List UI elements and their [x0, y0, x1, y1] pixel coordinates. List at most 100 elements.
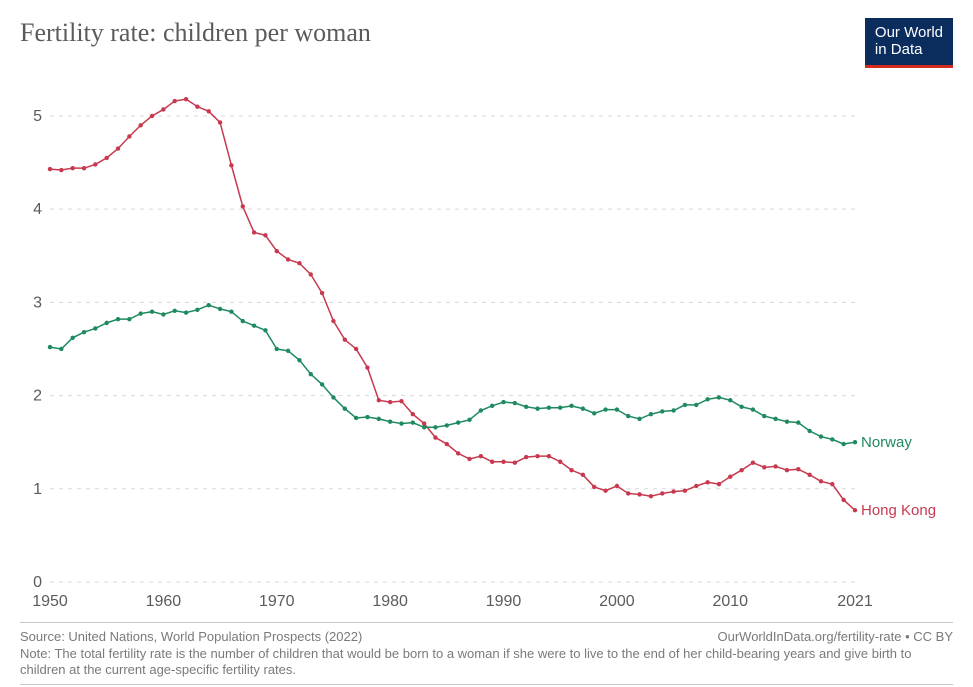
- data-point: [70, 165, 74, 169]
- data-point: [705, 480, 709, 484]
- data-point: [807, 428, 811, 432]
- data-point: [343, 337, 347, 341]
- x-tick-label: 2000: [599, 593, 635, 610]
- data-point: [365, 414, 369, 418]
- data-point: [309, 272, 313, 276]
- data-point: [853, 508, 857, 512]
- data-point: [399, 421, 403, 425]
- data-point: [377, 398, 381, 402]
- logo-line1: Our World: [875, 24, 943, 41]
- data-point: [411, 420, 415, 424]
- series-label: Norway: [861, 434, 912, 451]
- data-point: [762, 413, 766, 417]
- data-point: [286, 348, 290, 352]
- data-point: [297, 357, 301, 361]
- data-point: [207, 109, 211, 113]
- data-point: [637, 492, 641, 496]
- data-point: [445, 441, 449, 445]
- data-point: [320, 290, 324, 294]
- data-point: [683, 488, 687, 492]
- data-point: [343, 406, 347, 410]
- data-point: [762, 465, 766, 469]
- data-point: [207, 302, 211, 306]
- data-point: [479, 408, 483, 412]
- y-tick-label: 1: [33, 480, 42, 497]
- data-point: [524, 454, 528, 458]
- data-point: [615, 407, 619, 411]
- data-point: [683, 402, 687, 406]
- data-point: [671, 489, 675, 493]
- data-point: [173, 98, 177, 102]
- data-point: [286, 257, 290, 261]
- data-point: [558, 459, 562, 463]
- data-point: [229, 309, 233, 313]
- data-point: [467, 417, 471, 421]
- data-point: [592, 484, 596, 488]
- data-point: [490, 459, 494, 463]
- data-point: [705, 397, 709, 401]
- data-point: [218, 306, 222, 310]
- data-point: [127, 316, 131, 320]
- data-point: [547, 405, 551, 409]
- data-point: [637, 416, 641, 420]
- data-point: [739, 404, 743, 408]
- owid-logo: Our World in Data: [865, 18, 953, 68]
- data-point: [48, 166, 52, 170]
- data-point: [456, 420, 460, 424]
- data-point: [603, 407, 607, 411]
- data-point: [116, 146, 120, 150]
- data-point: [717, 481, 721, 485]
- data-point: [161, 312, 165, 316]
- data-point: [218, 120, 222, 124]
- data-point: [479, 453, 483, 457]
- data-point: [275, 346, 279, 350]
- data-point: [547, 453, 551, 457]
- data-point: [433, 435, 437, 439]
- data-point: [229, 163, 233, 167]
- data-point: [104, 155, 108, 159]
- data-point: [252, 323, 256, 327]
- y-tick-label: 2: [33, 387, 42, 404]
- data-point: [785, 467, 789, 471]
- chart-area: 01234519501960197019801990200020102021Ho…: [20, 76, 953, 616]
- data-point: [388, 399, 392, 403]
- data-point: [513, 400, 517, 404]
- data-point: [751, 460, 755, 464]
- data-point: [93, 326, 97, 330]
- data-point: [558, 405, 562, 409]
- data-point: [104, 320, 108, 324]
- series-line: [50, 305, 855, 444]
- data-point: [671, 408, 675, 412]
- data-point: [456, 451, 460, 455]
- data-point: [569, 403, 573, 407]
- data-point: [388, 419, 392, 423]
- data-point: [331, 395, 335, 399]
- data-point: [853, 439, 857, 443]
- x-tick-label: 1980: [372, 593, 408, 610]
- data-point: [139, 123, 143, 127]
- data-point: [59, 346, 63, 350]
- data-point: [694, 402, 698, 406]
- data-point: [161, 107, 165, 111]
- data-point: [320, 382, 324, 386]
- data-point: [501, 399, 505, 403]
- line-chart: 01234519501960197019801990200020102021Ho…: [20, 76, 953, 616]
- data-point: [501, 459, 505, 463]
- x-tick-label: 1950: [32, 593, 68, 610]
- data-point: [467, 456, 471, 460]
- data-point: [116, 316, 120, 320]
- data-point: [48, 344, 52, 348]
- data-point: [490, 403, 494, 407]
- data-point: [649, 494, 653, 498]
- data-point: [830, 437, 834, 441]
- data-point: [796, 467, 800, 471]
- data-point: [241, 318, 245, 322]
- data-point: [807, 472, 811, 476]
- data-point: [354, 346, 358, 350]
- data-point: [184, 96, 188, 100]
- series-label: Hong Kong: [861, 502, 936, 519]
- data-point: [773, 416, 777, 420]
- data-point: [252, 230, 256, 234]
- data-point: [819, 434, 823, 438]
- data-point: [365, 365, 369, 369]
